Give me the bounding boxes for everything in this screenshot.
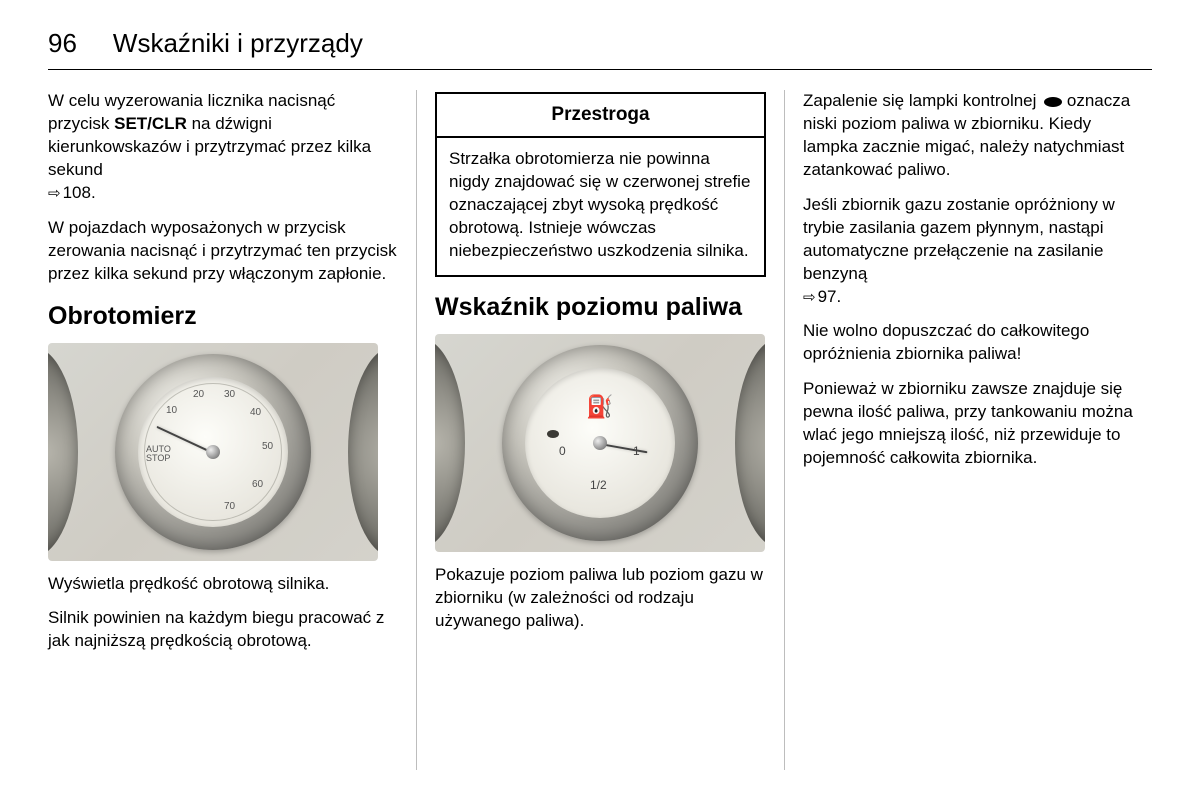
caution-box: Przestroga Strzałka obrotomierza nie pow… (435, 92, 766, 277)
fuel-gauge-image: ⛽ 0 1/2 1 (435, 334, 765, 552)
caution-title: Przestroga (437, 94, 764, 138)
button-set-clr: SET/CLR (114, 114, 187, 133)
fuel-desc: Pokazuje poziom paliwa lub poziom gazu w… (435, 564, 766, 633)
empty-tank-warn: Nie wolno dopuszczać do całkowitego opró… (803, 320, 1134, 366)
tachometer-hub (206, 445, 220, 459)
fuel-pump-icon: ⛽ (586, 394, 613, 420)
tick-70: 70 (224, 501, 235, 512)
text: Jeśli zbiornik gazu zostanie opróżniony … (803, 195, 1115, 283)
low-fuel-lamp-text: Zapalenie się lampki kontrolnej oznacza … (803, 90, 1134, 182)
gauge-edge-right (735, 338, 765, 548)
page-number: 96 (48, 28, 77, 59)
tachometer-dial: AUTO STOP 10 20 30 40 50 60 70 (138, 377, 288, 527)
tick-60: 60 (252, 479, 263, 490)
tach-desc-1: Wyświetla prędkość obrotową silnika. (48, 573, 398, 596)
fuel-scale-0: 0 (559, 444, 566, 458)
fuel-gauge-bezel: ⛽ 0 1/2 1 (502, 345, 698, 541)
caution-body: Strzałka obrotomierza nie powinna nigdy … (437, 138, 764, 275)
column-1: W celu wyzerowania licznika nacisnąć prz… (48, 90, 416, 770)
gauge-edge-right (348, 347, 378, 557)
chapter-title: Wskaźniki i przyrządy (113, 28, 363, 59)
heading-obrotomierz: Obrotomierz (48, 302, 398, 331)
reference-icon (803, 287, 818, 306)
page-reference: 97. (818, 287, 842, 306)
page-header: 96 Wskaźniki i przyrządy (48, 28, 1152, 70)
tick-40: 40 (250, 407, 261, 418)
column-3: Zapalenie się lampki kontrolnej oznacza … (784, 90, 1152, 770)
heading-fuel-gauge: Wskaźnik poziomu paliwa (435, 293, 766, 322)
gauge-edge-left (435, 338, 465, 548)
tick-50: 50 (262, 441, 273, 452)
reset-alt-text: W pojazdach wyposażonych w przycisk zero… (48, 217, 398, 286)
fuel-gauge-hub (593, 436, 607, 450)
lpg-switch-text: Jeśli zbiornik gazu zostanie opróżniony … (803, 194, 1134, 309)
tick-30: 30 (224, 389, 235, 400)
low-fuel-indicator-dot (547, 430, 559, 438)
fuel-gauge-needle (600, 443, 648, 453)
tach-desc-2: Silnik powinien na każdym biegu pracować… (48, 607, 398, 653)
fuel-scale-half: 1/2 (590, 478, 607, 492)
tick-20: 20 (193, 389, 204, 400)
reference-icon (48, 183, 63, 202)
tachometer-image: AUTO STOP 10 20 30 40 50 60 70 (48, 343, 378, 561)
text: Zapalenie się lampki kontrolnej (803, 91, 1041, 110)
tachometer-bezel: AUTO STOP 10 20 30 40 50 60 70 (115, 354, 311, 550)
tick-10: 10 (166, 405, 177, 416)
content-columns: W celu wyzerowania licznika nacisnąć prz… (48, 90, 1152, 770)
reset-trip-text: W celu wyzerowania licznika nacisnąć prz… (48, 90, 398, 205)
tank-capacity-note: Ponieważ w zbiorniku zawsze znajduje się… (803, 378, 1134, 470)
auto-stop-label: AUTO STOP (146, 445, 171, 463)
fuel-gauge-dial: ⛽ 0 1/2 1 (525, 368, 675, 518)
column-2: Przestroga Strzałka obrotomierza nie pow… (416, 90, 784, 770)
page-reference: 108. (63, 183, 96, 202)
gauge-edge-left (48, 347, 78, 557)
indicator-lamp-icon (1044, 97, 1062, 107)
